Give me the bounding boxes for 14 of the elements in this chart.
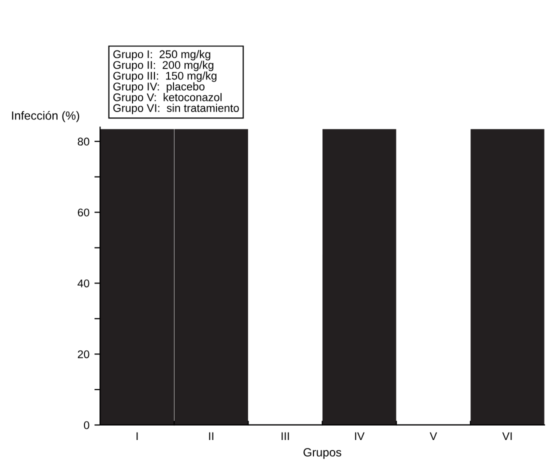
x-tick-label: II xyxy=(209,432,214,440)
y-tick-label: 40 xyxy=(78,279,90,288)
y-tick-label: 60 xyxy=(78,208,90,216)
x-tick-label: III xyxy=(282,432,289,440)
x-tick-label: VI xyxy=(502,432,512,440)
y-tick-label: 80 xyxy=(78,138,90,146)
x-tick-label: I xyxy=(136,432,138,440)
x-axis-title: Grupos xyxy=(304,448,342,459)
x-tick-label: IV xyxy=(355,432,365,440)
text: Grupo I: 250 mg/kg Grupo II: 200 mg/kg Grupo III: 150 mg/kg Grupo IV: placebo Grupo V: ketoconazol Grupo VI: sin tratamiento xyxy=(113,50,239,114)
y-tick-label: 20 xyxy=(78,350,90,358)
y-axis-title: Infección (%) xyxy=(12,110,80,122)
x-tick-label: V xyxy=(430,432,438,440)
y-tick-label: 0 xyxy=(84,421,90,430)
